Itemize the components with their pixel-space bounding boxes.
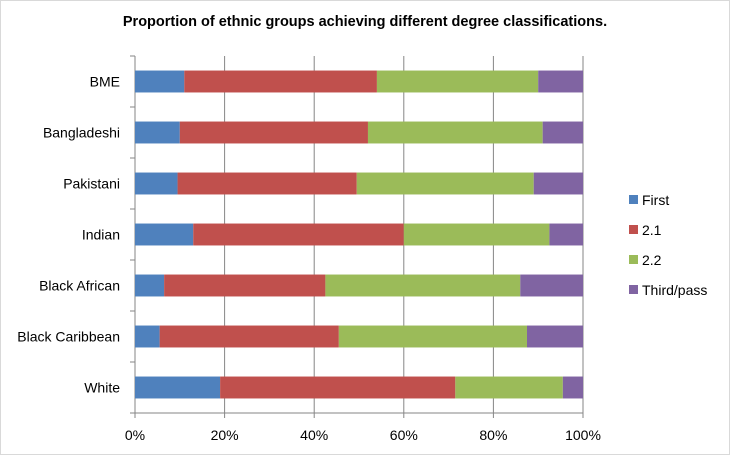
bar-third-pass [542,121,583,144]
bar-first [135,325,160,348]
bar-2-2 [325,274,521,297]
bar-third-pass [538,70,583,93]
legend-swatch [629,195,638,204]
y-tick-label: Pakistani [63,176,120,192]
bar-2-1 [177,172,357,195]
legend-swatch [629,255,638,264]
legend-label: 2.1 [642,222,662,238]
bar-2-1 [184,70,377,93]
y-tick-label: Black African [39,278,120,294]
x-tick-label: 60% [390,427,418,443]
bar-first [135,376,221,399]
x-tick-label: 100% [565,427,601,443]
bar-2-2 [403,223,550,246]
bar-2-2 [338,325,527,348]
bar-2-2 [367,121,543,144]
y-tick-label: Black Caribbean [17,329,120,345]
bar-2-1 [159,325,339,348]
bar-first [135,223,194,246]
bar-2-1 [193,223,404,246]
bar-2-2 [376,70,539,93]
y-tick-label: Bangladeshi [43,125,120,141]
bar-third-pass [549,223,583,246]
legend-label: 2.2 [642,252,662,268]
y-tick-label: Indian [82,227,120,243]
bar-third-pass [527,325,583,348]
bar-first [135,172,178,195]
bar-third-pass [520,274,583,297]
legend-swatch [629,285,638,294]
bar-2-2 [356,172,534,195]
bar-third-pass [533,172,583,195]
legend-label: Third/pass [642,282,707,298]
x-tick-label: 20% [211,427,239,443]
bar-2-1 [220,376,456,399]
bar-2-1 [164,274,326,297]
x-tick-label: 80% [479,427,507,443]
bar-2-1 [179,121,368,144]
bar-2-2 [455,376,563,399]
bar-first [135,70,185,93]
y-tick-label: White [84,380,120,396]
x-tick-label: 40% [300,427,328,443]
x-tick-label: 0% [125,427,145,443]
legend-label: First [642,192,669,208]
bar-third-pass [562,376,583,399]
chart-title: Proportion of ethnic groups achieving di… [122,14,608,30]
bar-first [135,274,165,297]
bar-first [135,121,180,144]
y-tick-label: BME [90,74,120,90]
legend-swatch [629,225,638,234]
